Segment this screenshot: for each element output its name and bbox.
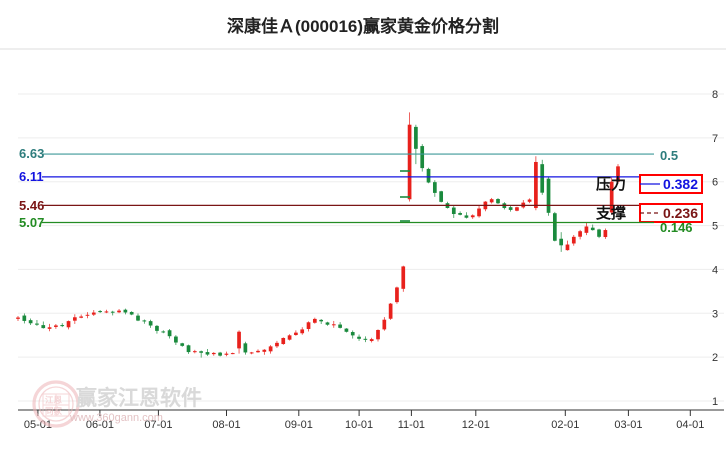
svg-text:赢家江恩软件: 赢家江恩软件: [76, 386, 202, 410]
svg-text:6.63: 6.63: [19, 146, 44, 161]
svg-text:3: 3: [712, 308, 718, 320]
svg-text:8: 8: [712, 89, 718, 101]
svg-text:深康佳Ａ(000016)赢家黄金价格分割: 深康佳Ａ(000016)赢家黄金价格分割: [227, 16, 499, 36]
svg-text:0.382: 0.382: [663, 176, 698, 192]
svg-text:5: 5: [712, 221, 718, 233]
svg-text:6: 6: [712, 177, 718, 189]
svg-text:6.11: 6.11: [19, 169, 44, 184]
svg-text:江恩: 江恩: [45, 395, 63, 405]
svg-text:0.5: 0.5: [660, 148, 678, 163]
svg-text:0.146: 0.146: [660, 220, 693, 235]
svg-text:2: 2: [712, 352, 718, 364]
svg-text:0.236: 0.236: [663, 205, 698, 221]
svg-text:支撑: 支撑: [595, 204, 626, 222]
svg-text:www.360gann.com: www.360gann.com: [69, 412, 163, 424]
svg-text:1: 1: [712, 396, 718, 408]
svg-text:7: 7: [712, 133, 718, 145]
svg-text:5.07: 5.07: [19, 215, 44, 230]
svg-text:4: 4: [712, 264, 718, 276]
svg-text:03-01: 03-01: [614, 419, 642, 431]
svg-text:04-01: 04-01: [676, 419, 704, 431]
svg-text:12-01: 12-01: [462, 419, 490, 431]
svg-text:压力: 压力: [596, 175, 626, 193]
svg-text:5.46: 5.46: [19, 198, 44, 213]
svg-text:10-01: 10-01: [345, 419, 373, 431]
svg-text:08-01: 08-01: [212, 419, 240, 431]
svg-text:同家: 同家: [45, 406, 63, 416]
svg-text:11-01: 11-01: [398, 419, 425, 431]
svg-text:02-01: 02-01: [551, 419, 579, 431]
svg-text:09-01: 09-01: [285, 419, 313, 431]
